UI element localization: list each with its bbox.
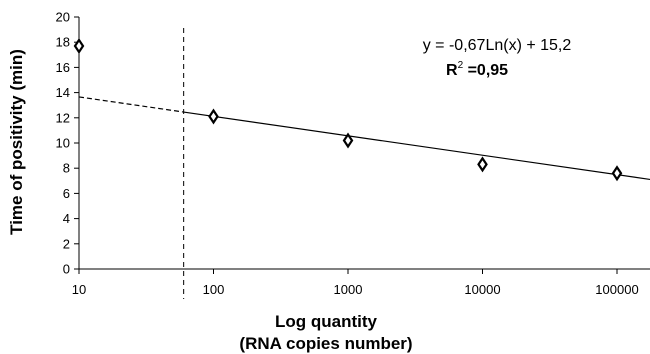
y-tick-label: 4	[63, 211, 70, 226]
x-axis-title-line2: (RNA copies number)	[239, 334, 412, 353]
x-axis: 10 100 1000 10000 100000	[72, 268, 650, 297]
y-axis-title: Time of positivity (min)	[7, 49, 26, 235]
data-point	[342, 132, 354, 149]
trendline-equation: y = -0,67Ln(x) + 15,2	[423, 37, 572, 54]
trendline-extrapolated	[78, 96, 184, 113]
data-points	[73, 37, 623, 182]
y-tick-label: 16	[56, 60, 70, 75]
x-tick-label: 10000	[464, 282, 500, 297]
x-tick-label: 10	[72, 282, 86, 297]
y-tick-label: 10	[56, 136, 70, 151]
y-tick-label: 18	[56, 35, 70, 50]
y-tick-label: 20	[56, 10, 70, 25]
x-tick-label: 100	[203, 282, 225, 297]
r-squared-value: =0,95	[463, 62, 508, 79]
x-tick-label: 100000	[595, 282, 638, 297]
r-squared-label: R2 =0,95	[446, 60, 508, 79]
y-tick-label: 14	[56, 85, 70, 100]
y-tick-label: 0	[63, 262, 70, 277]
data-point	[611, 165, 623, 182]
data-point	[73, 37, 85, 54]
r-squared-letter: R	[446, 62, 458, 79]
data-point	[477, 156, 488, 173]
y-axis: 0 2 4 6 8 10 12 14 16 18 20	[56, 10, 80, 277]
data-point	[208, 108, 219, 125]
x-tick-label: 1000	[334, 282, 363, 297]
y-tick-label: 6	[63, 186, 70, 201]
trendline-group	[78, 28, 650, 299]
x-axis-title-line1: Log quantity	[275, 312, 378, 331]
trendline	[183, 111, 650, 181]
r-squared-superscript: 2	[458, 60, 464, 71]
y-tick-label: 12	[56, 110, 70, 125]
y-tick-label: 2	[63, 236, 70, 251]
y-tick-label: 8	[63, 161, 70, 176]
